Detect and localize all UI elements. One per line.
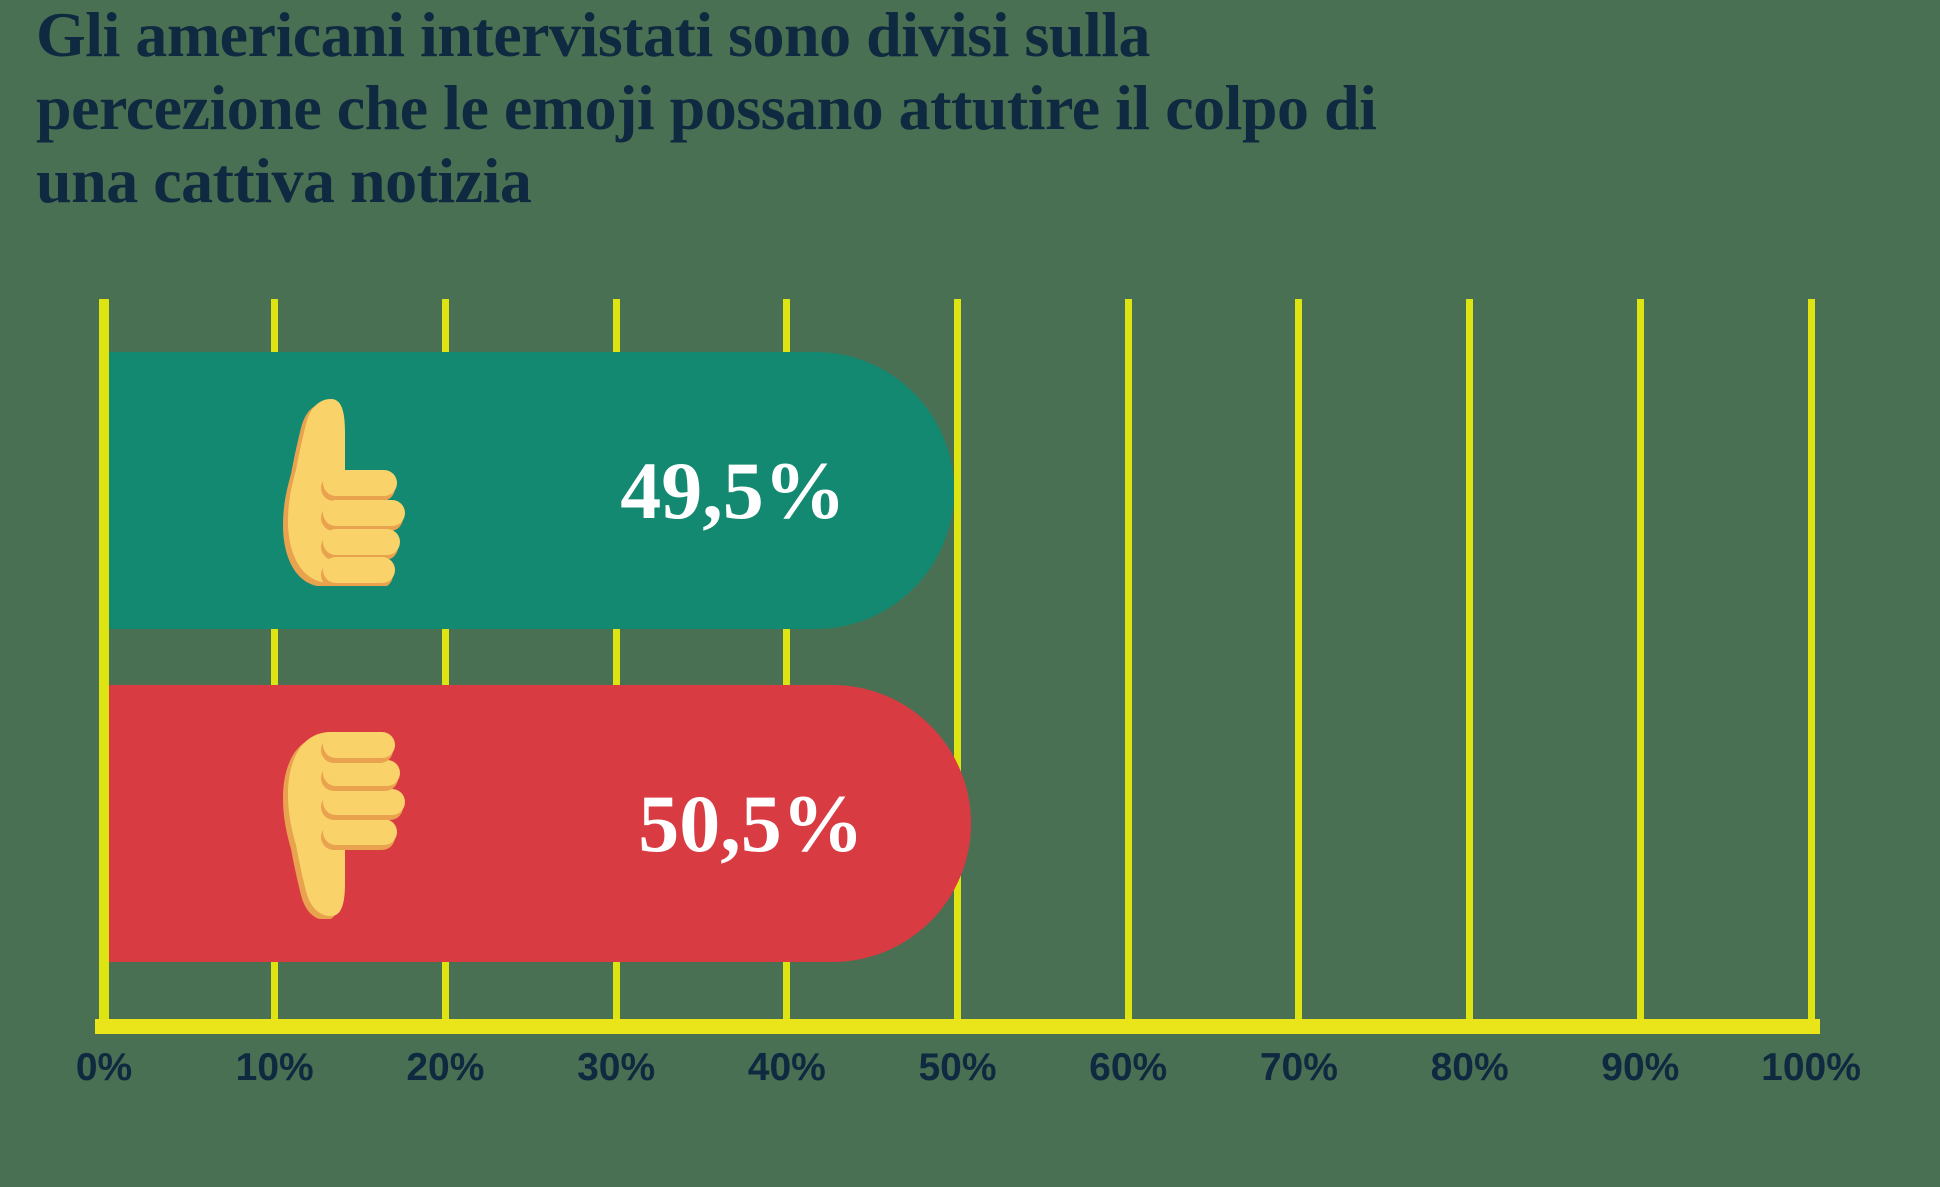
x-tick-50: 50% [918, 1046, 997, 1089]
gridline-60 [1124, 299, 1132, 1019]
x-tick-70: 70% [1259, 1046, 1338, 1089]
x-tick-90: 90% [1601, 1046, 1680, 1089]
x-tick-20: 20% [406, 1046, 485, 1089]
gridline-100 [1807, 299, 1815, 1019]
bar-thumbs-down: 50,5% [109, 685, 972, 962]
x-axis-ticks: 0% 10% 20% 30% 40% 50% 60% 70% 80% 90% 1… [76, 1046, 1861, 1096]
bar-thumbs-up: 49,5% [109, 352, 954, 629]
bar-value-label-down: 50,5% [638, 777, 864, 869]
gridline-90 [1636, 299, 1644, 1019]
gridline-30 [612, 299, 620, 1019]
chart-title: Gli americani intervistati sono divisi s… [36, 0, 1377, 217]
thumbs-down-icon [283, 731, 405, 919]
chart-title-line-2: percezione che le emoji possano attutire… [36, 72, 1377, 143]
chart-title-line-3: una cattiva notizia [36, 145, 532, 216]
x-tick-30: 30% [577, 1046, 656, 1089]
x-tick-10: 10% [235, 1046, 314, 1089]
gridline-70 [1295, 299, 1303, 1019]
gridline-20 [441, 299, 449, 1019]
x-tick-80: 80% [1430, 1046, 1509, 1089]
gridline-50 [954, 299, 961, 1019]
gridline-40 [783, 299, 791, 1019]
thumbs-up-icon [283, 398, 405, 586]
x-tick-60: 60% [1089, 1046, 1168, 1089]
gridline-80 [1466, 299, 1474, 1019]
x-axis-baseline [95, 1019, 1820, 1034]
x-tick-0: 0% [75, 1046, 133, 1089]
x-tick-40: 40% [747, 1046, 826, 1089]
x-tick-100: 100% [1761, 1046, 1861, 1089]
gridline-10 [271, 299, 279, 1019]
chart-title-line-1: Gli americani intervistati sono divisi s… [36, 0, 1151, 70]
chart-area: 49,5% 50,5% [95, 299, 1820, 1034]
y-axis-line [99, 299, 109, 1019]
bar-value-label-up: 49,5% [620, 444, 846, 536]
